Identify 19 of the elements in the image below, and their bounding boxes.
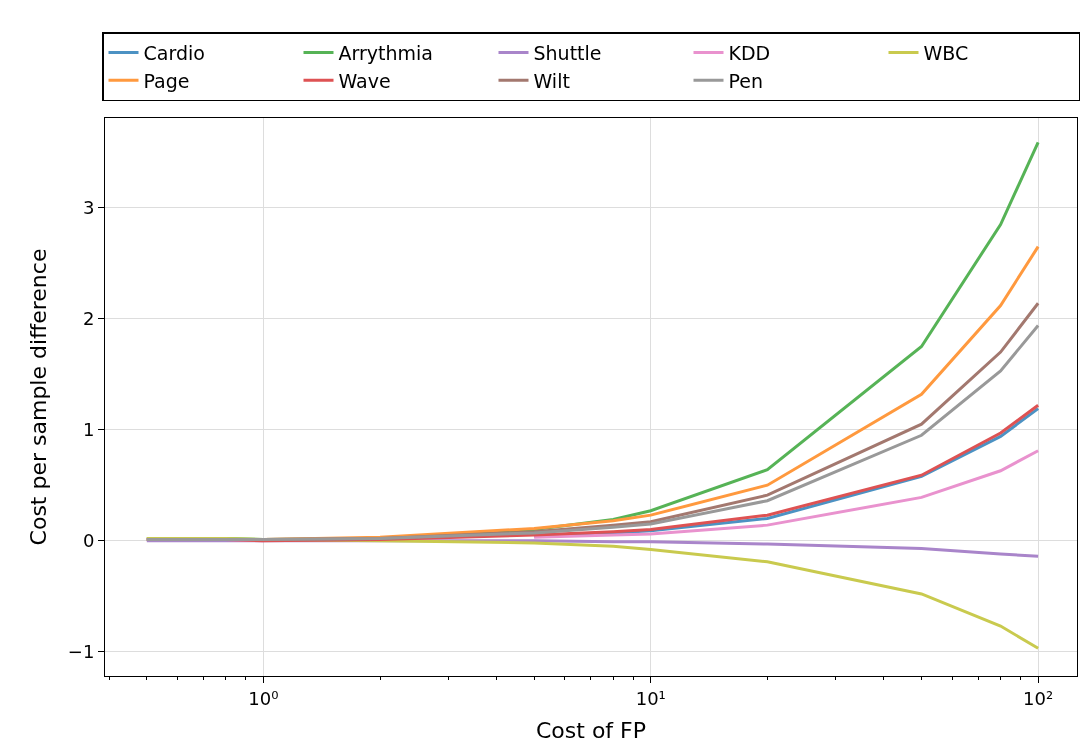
legend-label: KDD [728,42,771,65]
y-axis-title: Cost per sample difference [25,248,51,546]
legend-label: Shuttle [533,42,602,65]
legend-label: WBC [923,42,969,65]
y-tick-label: 3 [82,197,95,219]
y-tick-label: −1 [67,640,95,662]
legend-label: Wave [338,69,391,92]
legend-label: Page [143,69,190,92]
y-tick-label: 0 [82,529,95,551]
x-tick-label: 10¹ [635,687,666,709]
legend-label: Pen [728,69,764,92]
y-tick-label: 2 [82,308,95,330]
legend-label: Arrythmia [338,42,433,65]
x-tick-label: 10² [1023,687,1054,709]
x-axis-title: Cost of FP [535,718,647,744]
legend-label: Wilt [533,69,570,92]
x-tick-label: 10⁰ [248,687,279,709]
y-tick-label: 1 [82,419,95,441]
legend-label: Cardio [143,42,205,65]
